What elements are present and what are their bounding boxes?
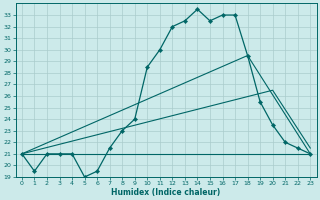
X-axis label: Humidex (Indice chaleur): Humidex (Indice chaleur) bbox=[111, 188, 221, 197]
